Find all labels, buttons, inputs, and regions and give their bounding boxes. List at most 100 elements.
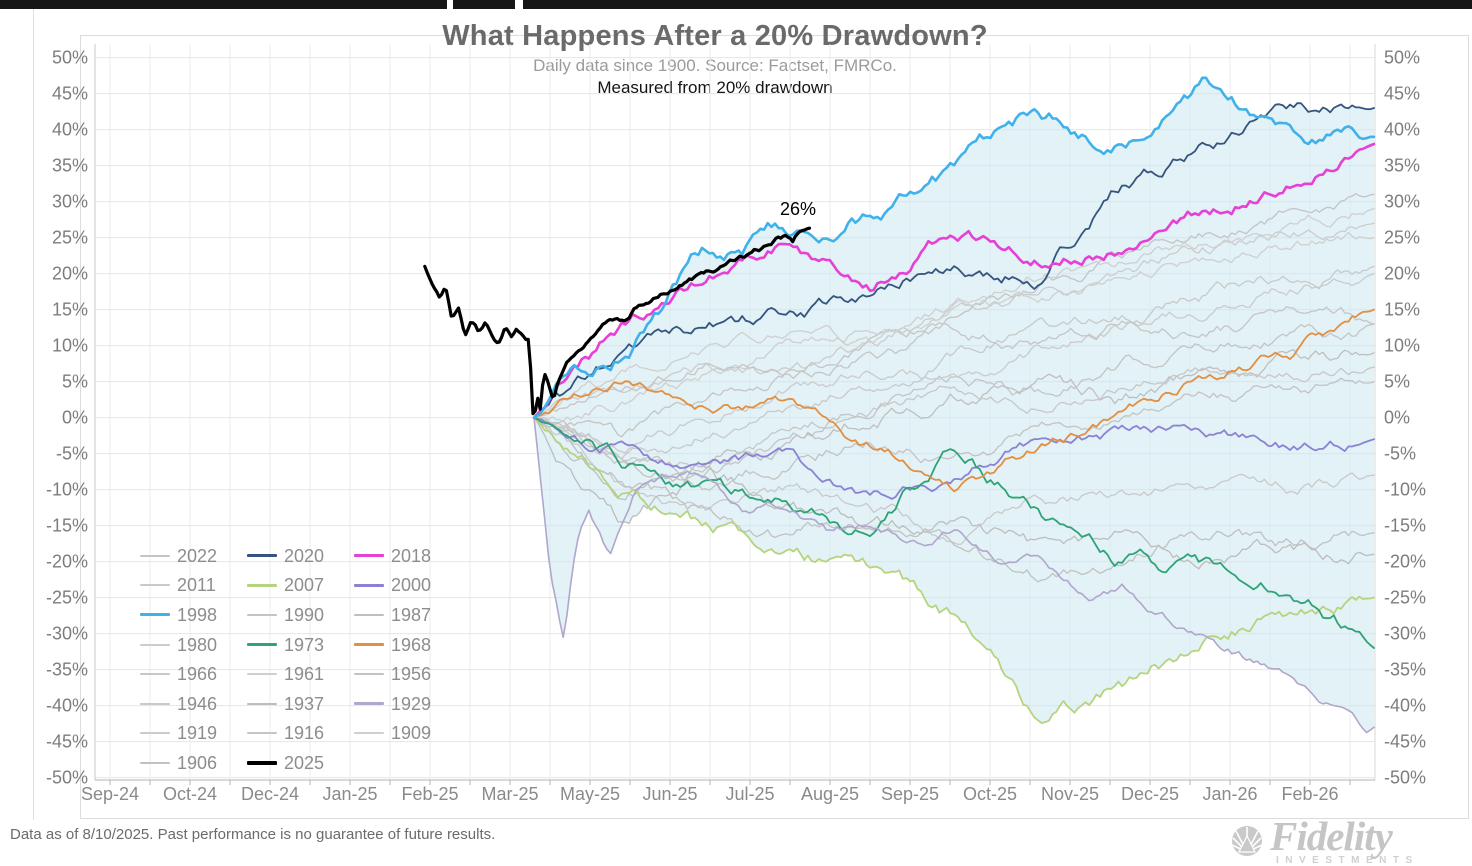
svg-text:Jul-25: Jul-25: [725, 784, 774, 804]
series-line-1916: [533, 306, 1375, 419]
legend-label-2007: 2007: [284, 575, 325, 596]
legend-item-2020: 2020: [247, 547, 354, 565]
legend-swatch-2022: [140, 554, 170, 557]
legend-item-1909: 1909: [354, 724, 461, 742]
svg-text:-50%: -50%: [46, 768, 88, 788]
legend-label-1961: 1961: [284, 664, 325, 685]
legend-item-1990: 1990: [247, 606, 354, 624]
legend-swatch-1916: [247, 732, 277, 735]
svg-text:20%: 20%: [52, 264, 88, 284]
chart-legend: 2022 2020 2018 2011 2007 2000 1998 1990 1987 1980…: [140, 541, 461, 778]
legend-item-1937: 1937: [247, 695, 354, 713]
svg-text:Jan-25: Jan-25: [322, 784, 377, 804]
svg-text:15%: 15%: [1384, 300, 1420, 320]
legend-item-2000: 2000: [354, 576, 461, 594]
svg-text:-15%: -15%: [1384, 516, 1426, 536]
svg-text:0%: 0%: [62, 408, 88, 428]
legend-swatch-1980: [140, 643, 170, 646]
svg-text:-45%: -45%: [46, 732, 88, 752]
legend-item-2011: 2011: [140, 576, 247, 594]
svg-text:Feb-26: Feb-26: [1281, 784, 1338, 804]
top-bar-notch: [515, 0, 523, 9]
fidelity-investments-label: INVESTMENTS: [1276, 855, 1419, 866]
svg-text:Jan-26: Jan-26: [1202, 784, 1257, 804]
x-axis: Sep-24 Oct-24 Dec-24 Jan-25 Feb-25 Mar-25 May-…: [81, 779, 1375, 804]
svg-text:40%: 40%: [1384, 120, 1420, 140]
legend-swatch-1946: [140, 702, 170, 705]
y-axis-left: 50% 45% 40% 35% 30% 25% 20% 15% 10% 5% 0% -5% -10% -1…: [46, 48, 88, 788]
svg-text:Aug-25: Aug-25: [801, 784, 859, 804]
legend-label-2000: 2000: [391, 575, 432, 596]
legend-swatch-1956: [354, 673, 384, 676]
svg-text:-50%: -50%: [1384, 768, 1426, 788]
legend-label-1990: 1990: [284, 604, 325, 625]
svg-text:-25%: -25%: [1384, 588, 1426, 608]
svg-text:-25%: -25%: [46, 588, 88, 608]
svg-text:Jun-25: Jun-25: [642, 784, 697, 804]
legend-label-1906: 1906: [177, 752, 218, 773]
svg-text:Oct-24: Oct-24: [163, 784, 217, 804]
legend-swatch-1961: [247, 673, 277, 676]
series-line-1998: [532, 76, 1376, 419]
legend-label-1966: 1966: [177, 664, 218, 685]
legend-item-1906: 1906: [140, 754, 247, 772]
svg-text:-45%: -45%: [1384, 732, 1426, 752]
svg-text:May-25: May-25: [560, 784, 620, 804]
svg-text:-15%: -15%: [46, 516, 88, 536]
series-line-1990: [533, 192, 1375, 438]
legend-item-2022: 2022: [140, 547, 247, 565]
svg-text:-30%: -30%: [1384, 624, 1426, 644]
series-line-1956: [533, 377, 1375, 491]
series-line-1906: [533, 416, 1375, 583]
legend-label-1937: 1937: [284, 693, 325, 714]
top-bar-notch: [447, 0, 453, 9]
svg-text:5%: 5%: [62, 372, 88, 392]
svg-text:10%: 10%: [1384, 336, 1420, 356]
svg-text:Dec-24: Dec-24: [241, 784, 299, 804]
svg-text:50%: 50%: [1384, 48, 1420, 68]
svg-text:-20%: -20%: [1384, 552, 1426, 572]
svg-text:10%: 10%: [52, 336, 88, 356]
svg-text:30%: 30%: [1384, 192, 1420, 212]
svg-text:15%: 15%: [52, 300, 88, 320]
series-line-1919: [533, 272, 1375, 454]
svg-text:45%: 45%: [1384, 84, 1420, 104]
series-line-1968: [533, 308, 1375, 493]
legend-swatch-1919: [140, 732, 170, 735]
legend-item-1916: 1916: [247, 724, 354, 742]
svg-text:45%: 45%: [52, 84, 88, 104]
fidelity-sun-icon: [1231, 826, 1263, 856]
legend-item-1929: 1929: [354, 695, 461, 713]
series-lines-gray: [533, 192, 1375, 583]
svg-text:Feb-25: Feb-25: [401, 784, 458, 804]
legend-item-1973: 1973: [247, 636, 354, 654]
legend-label-1916: 1916: [284, 723, 325, 744]
series-line-1961: [533, 208, 1375, 423]
legend-label-1980: 1980: [177, 634, 218, 655]
series-line-1987: [533, 348, 1375, 501]
series-line-2020: [533, 102, 1375, 419]
svg-text:-40%: -40%: [1384, 696, 1426, 716]
legend-label-1968: 1968: [391, 634, 432, 655]
legend-item-1968: 1968: [354, 636, 461, 654]
legend-swatch-1968: [354, 643, 384, 647]
legend-swatch-1929: [354, 702, 384, 706]
legend-label-2020: 2020: [284, 545, 325, 566]
legend-swatch-2000: [354, 583, 384, 587]
svg-text:25%: 25%: [1384, 228, 1420, 248]
container-left-border: [33, 9, 34, 820]
annotation-26pct: 26%: [780, 199, 816, 219]
legend-item-1946: 1946: [140, 695, 247, 713]
legend-label-2018: 2018: [391, 545, 432, 566]
legend-label-1998: 1998: [177, 604, 218, 625]
svg-text:35%: 35%: [52, 156, 88, 176]
legend-swatch-2025: [247, 760, 277, 765]
series-line-2025: [423, 226, 812, 416]
legend-item-1998: 1998: [140, 606, 247, 624]
svg-text:25%: 25%: [52, 228, 88, 248]
legend-label-1956: 1956: [391, 664, 432, 685]
svg-text:0%: 0%: [1384, 408, 1410, 428]
svg-text:-40%: -40%: [46, 696, 88, 716]
legend-item-1961: 1961: [247, 665, 354, 683]
